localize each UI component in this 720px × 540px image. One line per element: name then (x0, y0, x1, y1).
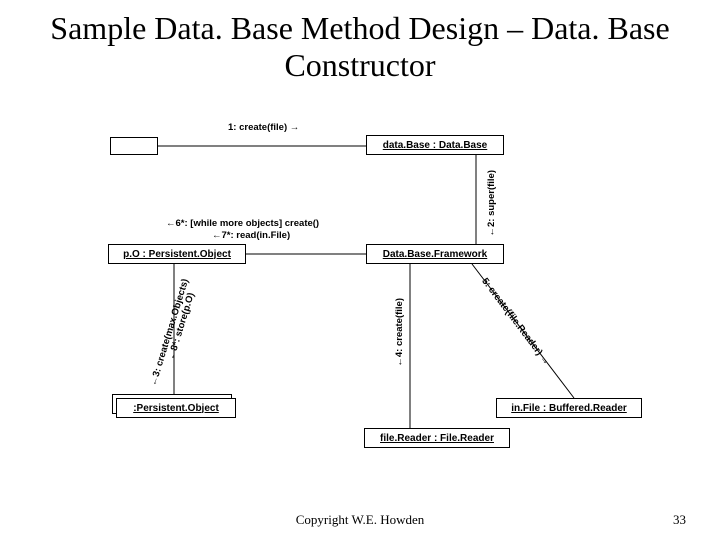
msg-7: ←7*: read(in.File) (212, 230, 290, 241)
arrow-left-icon: ← (486, 227, 497, 237)
node-file-reader: file.Reader : File.Reader (364, 428, 510, 448)
msg-4: ←4: create(file) (394, 298, 405, 367)
arrow-right-icon: → (290, 122, 300, 133)
arrow-left-icon: ← (212, 230, 222, 241)
arrow-left-icon: ← (394, 357, 405, 367)
node-framework: Data.Base.Framework (366, 244, 504, 264)
msg-6: ←6*: [while more objects] create() (166, 218, 319, 229)
uml-diagram: data.Base : Data.Base p.O : Persistent.O… (104, 110, 644, 480)
arrow-left-icon: ← (166, 218, 176, 229)
node-actor (110, 137, 158, 155)
msg-2: ←2: super(file) (486, 170, 497, 237)
footer-page-number: 33 (673, 512, 686, 528)
node-persistent-object: :Persistent.Object (116, 398, 236, 418)
msg-1: 1: create(file) → (228, 122, 299, 133)
node-database: data.Base : Data.Base (366, 135, 504, 155)
node-in-file: in.File : Buffered.Reader (496, 398, 642, 418)
node-persistent-object-ref: p.O : Persistent.Object (108, 244, 246, 264)
footer-copyright: Copyright W.E. Howden (0, 512, 720, 528)
page-title: Sample Data. Base Method Design – Data. … (0, 10, 720, 84)
